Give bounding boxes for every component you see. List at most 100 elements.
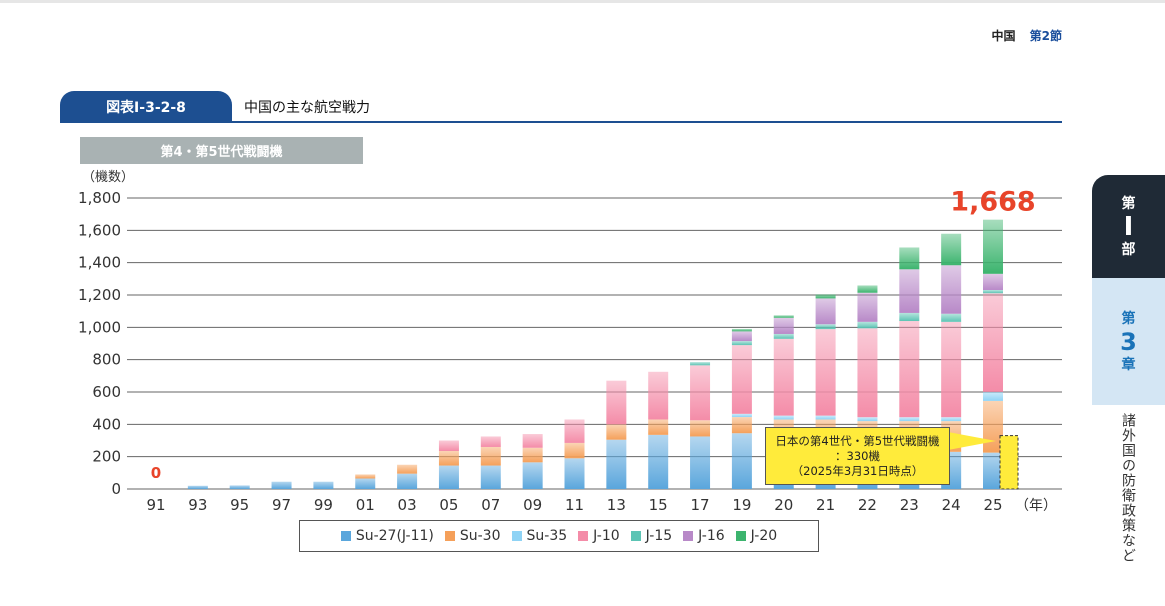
bar-segment bbox=[731, 417, 752, 434]
legend-item: Su-30 bbox=[444, 528, 501, 544]
bar-segment bbox=[983, 289, 1003, 294]
y-tick-label: 1,600 bbox=[78, 221, 121, 239]
legend-label: J-15 bbox=[645, 528, 673, 544]
bar-segment bbox=[773, 415, 794, 420]
bar-segment bbox=[438, 440, 459, 452]
x-tick-label: 25 bbox=[983, 496, 1002, 514]
bar-segment bbox=[773, 338, 794, 416]
x-tick-label: 13 bbox=[607, 496, 626, 514]
bar-segment bbox=[983, 293, 1003, 392]
bar-segment bbox=[731, 413, 752, 418]
x-tick-label: 19 bbox=[732, 496, 751, 514]
bar-segment bbox=[690, 362, 711, 366]
bar-segment bbox=[773, 333, 794, 339]
x-tick-label: 20 bbox=[774, 496, 793, 514]
x-tick-label: 11 bbox=[565, 496, 584, 514]
bar-segment bbox=[606, 439, 627, 489]
y-tick-label: 400 bbox=[92, 415, 121, 433]
bar-segment bbox=[815, 329, 836, 416]
callout-line-1: 日本の第4世代・第5世代戦闘機 bbox=[775, 433, 940, 448]
y-tick-label: 1,400 bbox=[78, 254, 121, 272]
header-section: 第2節 bbox=[1029, 29, 1062, 43]
x-tick-label: 97 bbox=[272, 496, 291, 514]
bar-segment bbox=[564, 442, 585, 459]
bar-segment bbox=[815, 415, 836, 420]
bar-segment bbox=[731, 328, 752, 332]
legend-label: J-10 bbox=[593, 528, 620, 544]
legend-swatch bbox=[444, 531, 455, 541]
side-tab-part[interactable]: 第 Ⅰ 部 bbox=[1092, 175, 1165, 278]
bar-segment bbox=[438, 451, 459, 466]
bar-segment bbox=[648, 371, 669, 420]
bar-segment bbox=[564, 419, 585, 443]
side-part-numeral: Ⅰ bbox=[1123, 211, 1134, 242]
header-country: 中国 bbox=[991, 29, 1016, 43]
side-index-tab[interactable]: 第 Ⅰ 部 第 3 章 bbox=[1092, 175, 1165, 405]
side-chapter-suffix: 章 bbox=[1121, 356, 1136, 373]
bar-segment bbox=[857, 285, 878, 293]
y-tick-label: 200 bbox=[92, 448, 121, 466]
bar-segment bbox=[313, 481, 334, 489]
side-tab-chapter[interactable]: 第 3 章 bbox=[1092, 278, 1165, 405]
y-tick-label: 1,000 bbox=[78, 318, 121, 336]
bar-segment bbox=[355, 478, 376, 489]
bar-segment bbox=[857, 328, 878, 418]
total-annotation: 1,668 bbox=[950, 187, 1035, 218]
x-axis-label: （年） bbox=[1015, 498, 1057, 514]
japan-marker-bar bbox=[999, 435, 1019, 490]
x-tick-label: 05 bbox=[439, 496, 458, 514]
chart-subtitle: 第4・第5世代戦闘機 bbox=[80, 137, 363, 164]
bar-segment bbox=[522, 462, 543, 489]
bar-segment bbox=[690, 365, 711, 421]
page-header: 中国 第2節 bbox=[991, 27, 1062, 44]
zero-annotation: 0 bbox=[151, 464, 161, 482]
y-tick-label: 800 bbox=[92, 351, 121, 369]
callout-tail bbox=[948, 432, 996, 450]
bar-segment bbox=[899, 417, 920, 422]
bar-segment bbox=[815, 324, 836, 330]
x-tick-label: 21 bbox=[816, 496, 835, 514]
legend-swatch bbox=[340, 531, 351, 541]
bar-segment bbox=[857, 321, 878, 329]
y-tick-label: 0 bbox=[111, 480, 121, 498]
x-tick-label: 17 bbox=[691, 496, 710, 514]
bar-segment bbox=[690, 436, 711, 489]
bar-segment bbox=[397, 473, 418, 489]
bar-segment bbox=[522, 434, 543, 448]
legend-label: Su-30 bbox=[459, 528, 501, 544]
bar-segment bbox=[857, 417, 878, 422]
bar-segment bbox=[941, 313, 962, 322]
side-section-vertical-label: 諸外国の防衛政策など bbox=[1120, 413, 1136, 563]
bar-segment bbox=[564, 458, 585, 489]
y-tick-label: 1,200 bbox=[78, 286, 121, 304]
bar-segment bbox=[983, 391, 1003, 401]
legend-item: Su-27(J-11) bbox=[340, 528, 434, 544]
bar-segment bbox=[187, 485, 208, 489]
legend-label: J-20 bbox=[750, 528, 778, 544]
legend-swatch bbox=[630, 531, 641, 541]
bar-segment bbox=[480, 436, 501, 447]
bar-segment bbox=[271, 481, 292, 489]
bar-segment bbox=[815, 298, 836, 325]
side-part-suffix: 部 bbox=[1121, 241, 1136, 258]
callout-line-2: ：330機 bbox=[835, 448, 880, 463]
legend-label: Su-27(J-11) bbox=[355, 528, 434, 544]
y-axis-label: （機数） bbox=[82, 170, 134, 185]
bar-segment bbox=[731, 433, 752, 489]
y-tick-label: 1,800 bbox=[78, 189, 121, 207]
legend-item: Su-35 bbox=[511, 528, 568, 544]
bar-segment bbox=[606, 380, 627, 425]
bar-segment bbox=[941, 265, 962, 314]
legend-swatch bbox=[578, 531, 589, 541]
bar-segment bbox=[773, 317, 794, 334]
bar-segment bbox=[983, 452, 1003, 489]
side-part-prefix: 第 bbox=[1121, 195, 1136, 212]
legend-item: J-15 bbox=[630, 528, 673, 544]
legend-item: J-10 bbox=[578, 528, 620, 544]
legend-swatch bbox=[735, 531, 746, 541]
x-tick-label: 09 bbox=[523, 496, 542, 514]
legend-swatch bbox=[683, 531, 694, 541]
x-tick-label: 95 bbox=[230, 496, 249, 514]
legend-label: Su-35 bbox=[526, 528, 568, 544]
x-tick-label: 03 bbox=[398, 496, 417, 514]
